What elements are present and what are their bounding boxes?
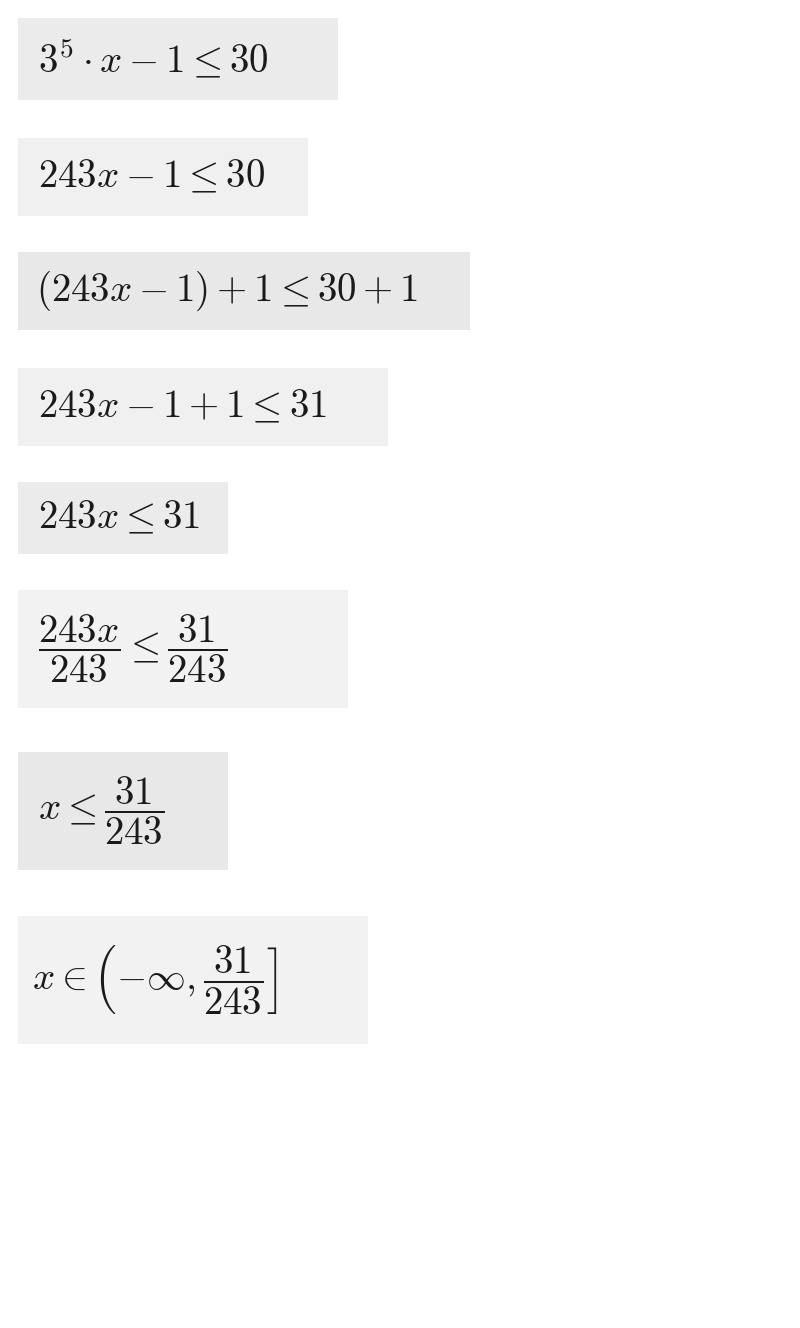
Text: $x \leq \dfrac{31}{243}$: $x \leq \dfrac{31}{243}$ xyxy=(38,776,164,847)
Text: $243x \leq 31$: $243x \leq 31$ xyxy=(38,499,200,537)
Text: $(243x - 1) + 1 \leq 30 + 1$: $(243x - 1) + 1 \leq 30 + 1$ xyxy=(36,268,418,313)
Text: $243x - 1 + 1 \leq 31$: $243x - 1 + 1 \leq 31$ xyxy=(38,388,327,425)
Text: $\dfrac{243x}{243} \leq \dfrac{31}{243}$: $\dfrac{243x}{243} \leq \dfrac{31}{243}$ xyxy=(38,614,227,685)
FancyBboxPatch shape xyxy=(18,482,228,554)
Text: $x \in \left(-\infty, \dfrac{31}{243}\right]$: $x \in \left(-\infty, \dfrac{31}{243}\ri… xyxy=(32,943,278,1016)
Text: $3^{5} \cdot x - 1 \leq 30$: $3^{5} \cdot x - 1 \leq 30$ xyxy=(38,37,268,81)
FancyBboxPatch shape xyxy=(18,590,348,708)
FancyBboxPatch shape xyxy=(18,19,338,100)
FancyBboxPatch shape xyxy=(18,752,228,870)
Text: $243x - 1 \leq 30$: $243x - 1 \leq 30$ xyxy=(38,158,265,195)
FancyBboxPatch shape xyxy=(18,368,388,446)
FancyBboxPatch shape xyxy=(18,138,308,216)
FancyBboxPatch shape xyxy=(18,252,470,329)
FancyBboxPatch shape xyxy=(18,916,368,1044)
